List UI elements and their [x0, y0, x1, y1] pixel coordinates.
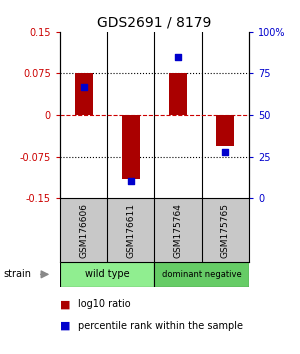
Text: GSM176611: GSM176611 [126, 202, 135, 258]
Text: log10 ratio: log10 ratio [78, 299, 130, 309]
Text: percentile rank within the sample: percentile rank within the sample [78, 321, 243, 331]
Text: dominant negative: dominant negative [162, 270, 242, 279]
Bar [216, 115, 234, 145]
Point [176, 54, 181, 59]
Text: strain: strain [3, 269, 31, 279]
Text: ■: ■ [60, 321, 70, 331]
Bar [75, 74, 93, 115]
Text: wild type: wild type [85, 269, 130, 279]
Bar [154, 262, 249, 287]
Text: GSM176606: GSM176606 [79, 202, 88, 258]
Point [128, 178, 133, 184]
Title: GDS2691 / 8179: GDS2691 / 8179 [97, 15, 212, 29]
Bar [60, 262, 154, 287]
Point [81, 84, 86, 90]
Bar [169, 74, 187, 115]
Text: GSM175764: GSM175764 [174, 202, 183, 258]
Text: ■: ■ [60, 299, 70, 309]
Text: GSM175765: GSM175765 [221, 202, 230, 258]
Point [223, 149, 228, 154]
Bar [122, 115, 140, 179]
